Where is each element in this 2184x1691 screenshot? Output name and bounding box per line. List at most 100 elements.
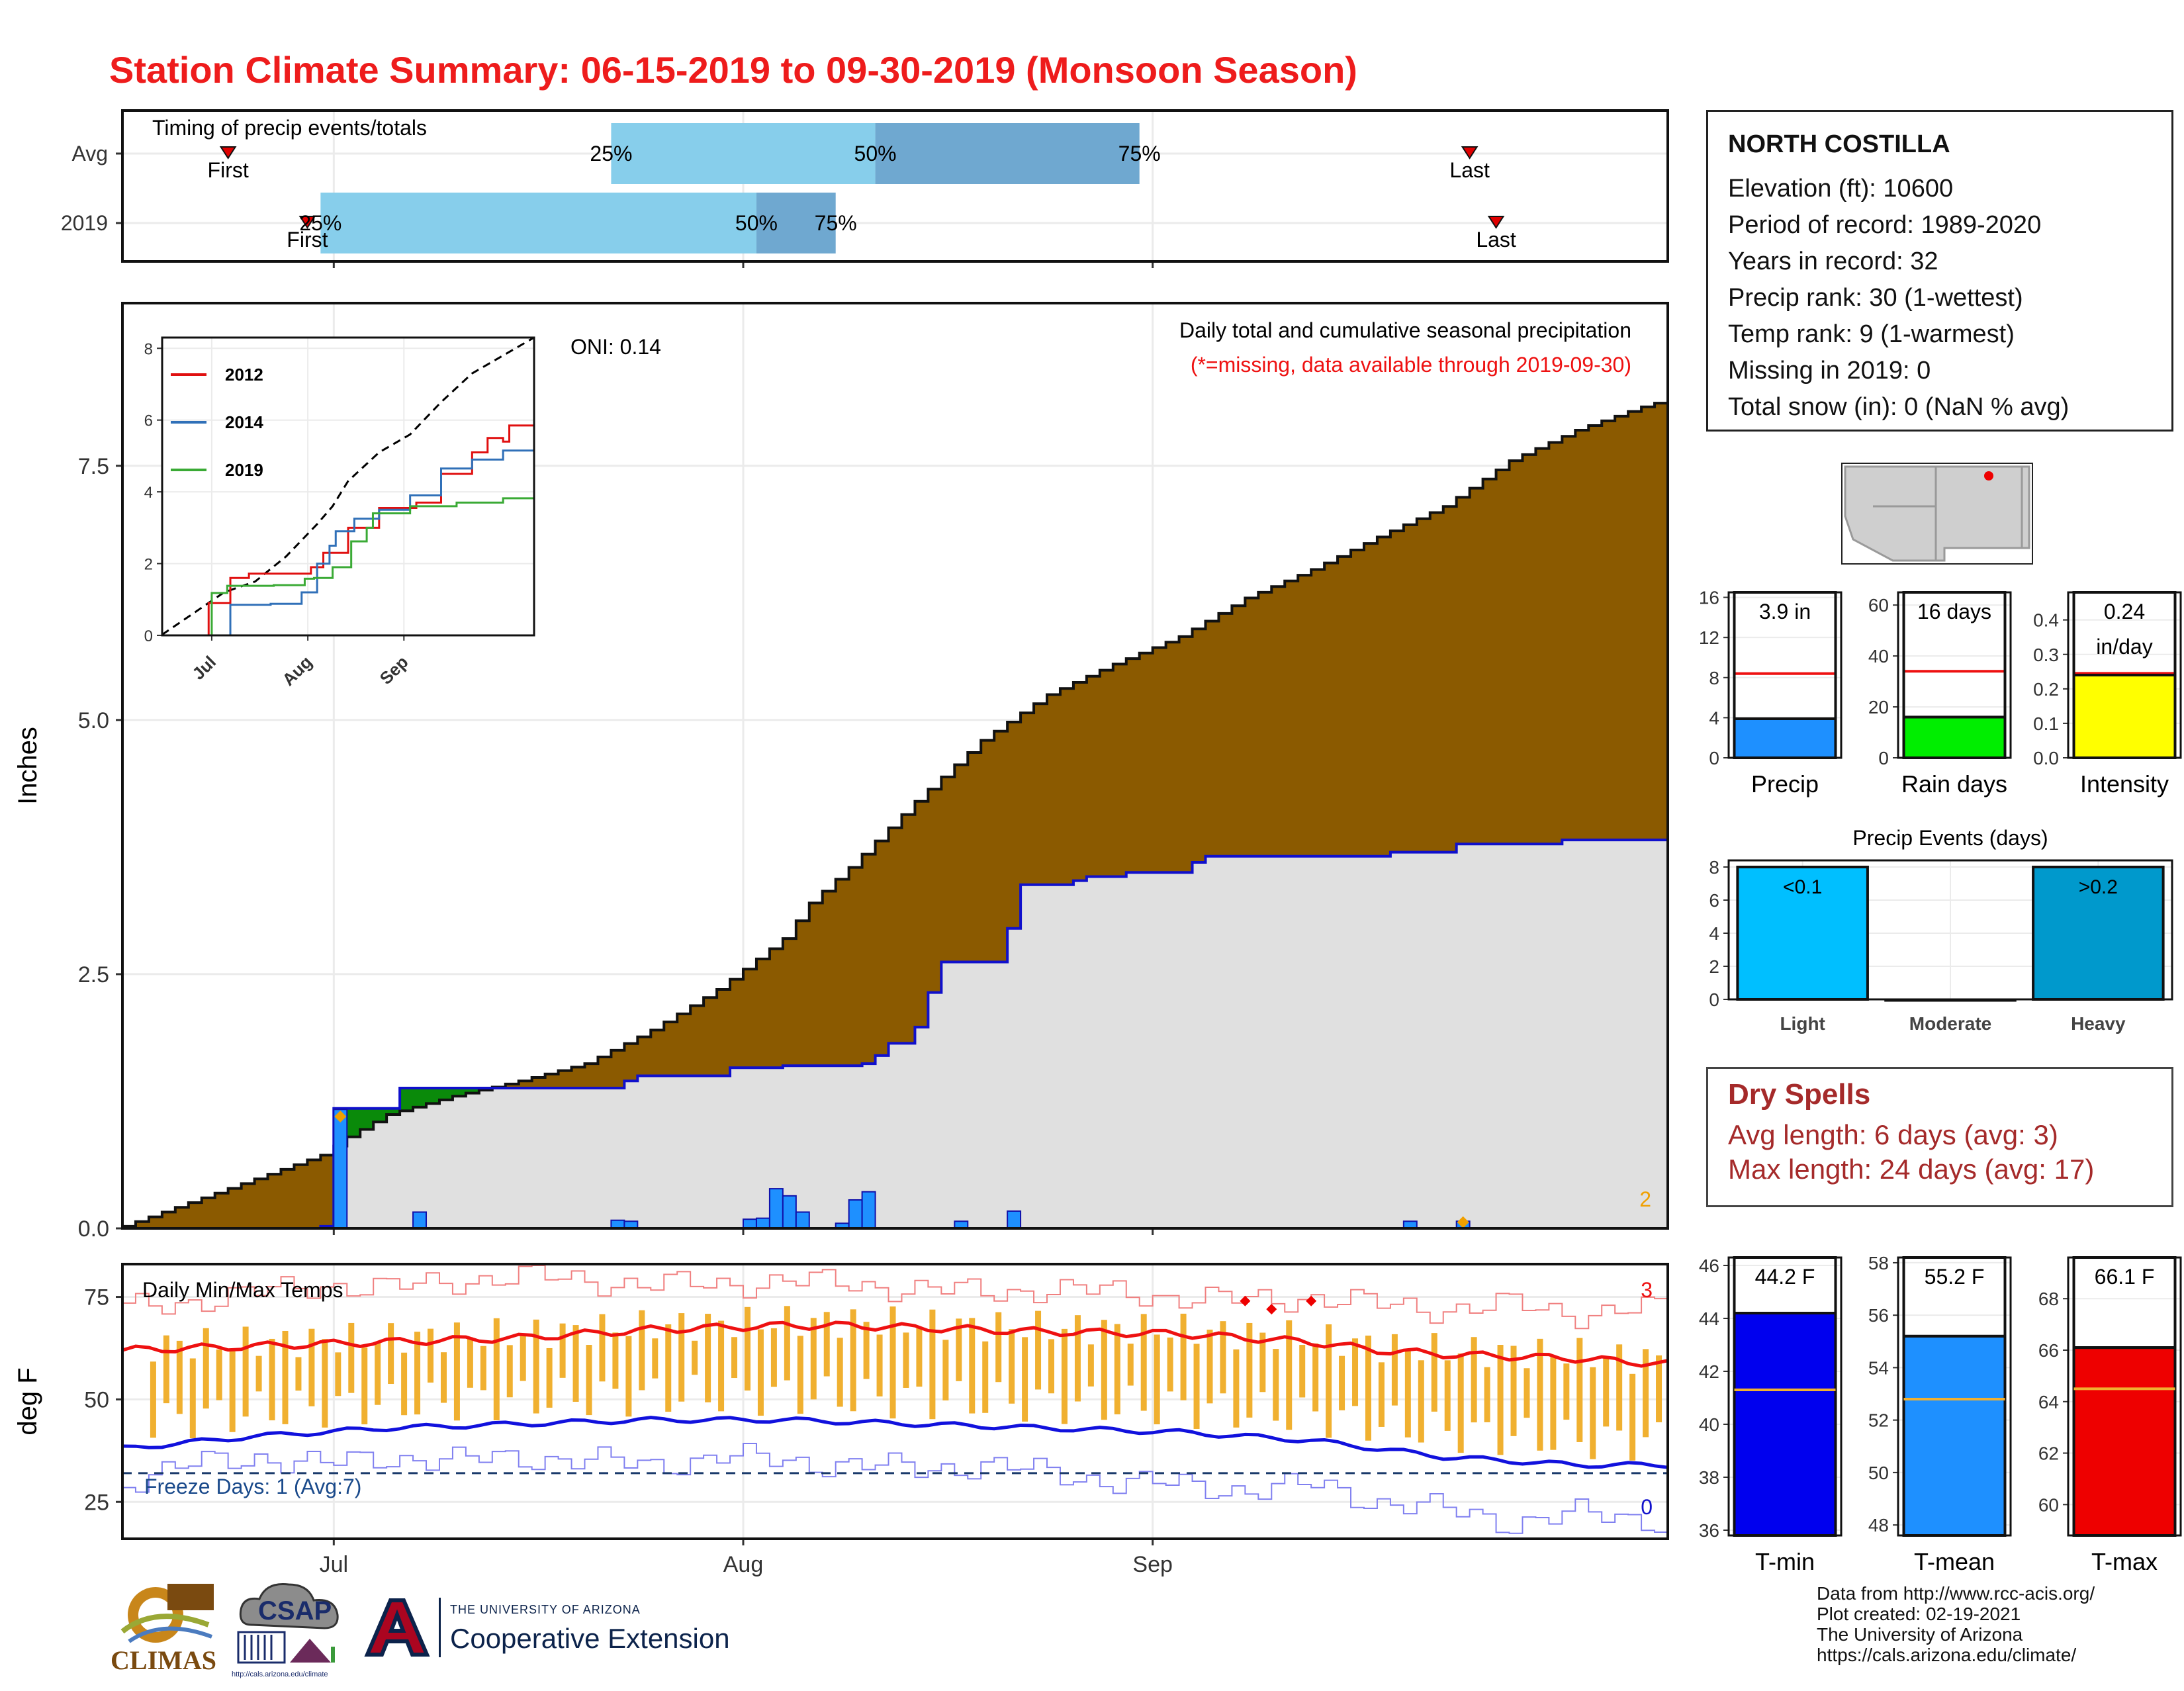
temp-tmean-ytick-label: 48 [1868, 1515, 1889, 1535]
daily-temp-range-bar [1206, 1329, 1213, 1404]
daily-temp-range-bar [203, 1328, 209, 1409]
daily-temp-range-bar [692, 1340, 698, 1375]
daily-precip-bar [333, 1109, 348, 1230]
timing-p25-label: 25% [590, 142, 632, 165]
daily-temp-range-bar [612, 1332, 619, 1389]
daily-temp-range-bar [295, 1357, 302, 1391]
credit-data-source: Data from http://www.rcc-acis.org/ [1817, 1583, 2095, 1604]
cumulative-2019-line [122, 831, 1669, 1230]
timing-panel: First Last 25% 50% 75% Avg First Last 25% 50% 75% 2… [61, 109, 1669, 268]
timing-row-label: 2019 [61, 211, 108, 235]
summary-precip-category-label: Precip [1751, 770, 1819, 798]
timing-first-marker [219, 146, 237, 160]
daily-temp-range-bar [1590, 1367, 1596, 1459]
summary-raindays-ytick-label: 60 [1868, 595, 1889, 616]
temp-tmax-value-label: 66.1 F [2095, 1265, 2155, 1289]
daily-temp-range-bar [229, 1349, 236, 1432]
daily-temp-range-bar [770, 1328, 777, 1387]
daily-temp-range-bar [493, 1318, 500, 1420]
temps-panel: Daily Min/Max Temps Freeze Days: 1 (Avg:7… [13, 1263, 1669, 1577]
station-info-box: NORTH COSTILLA Elevation (ft): 10600 Per… [1706, 110, 2173, 432]
temp-tmin-ytick-label: 44 [1699, 1308, 1719, 1329]
daily-temp-range-bar [428, 1328, 434, 1383]
daily-temp-range-bar [995, 1312, 1002, 1383]
events-category-label: Light [1780, 1013, 1825, 1034]
daily-temp-range-bar [1167, 1337, 1173, 1392]
precip-ytick-label: 0.0 [78, 1216, 109, 1242]
timing-first-label: First [208, 158, 249, 182]
daily-temp-range-bar [982, 1341, 989, 1413]
precip-ytick-label: 7.5 [78, 454, 109, 479]
temps-ytick-label: 50 [84, 1387, 109, 1412]
daily-temp-range-bar [1431, 1333, 1437, 1412]
daily-temp-range-bar [1378, 1362, 1385, 1427]
daily-temp-range-bar [242, 1326, 249, 1417]
daily-temp-range-bar [956, 1318, 962, 1381]
daily-temp-range-bar [1220, 1321, 1226, 1394]
daily-precip-bar [782, 1195, 797, 1230]
daily-temp-range-bar [308, 1328, 315, 1406]
daily-temp-range-bar [665, 1324, 672, 1412]
daily-temp-range-bar [903, 1332, 909, 1388]
timing-p50-label: 50% [735, 211, 778, 235]
daily-precip-bar [795, 1211, 810, 1230]
daily-temp-range-bar [1127, 1344, 1134, 1386]
inset-ytick-label: 6 [144, 412, 153, 430]
events-bar-light [1736, 866, 1869, 1001]
events-border [1727, 859, 2173, 1001]
daily-temp-range-bar [1550, 1357, 1557, 1450]
temp-tmean-ytick-label: 54 [1868, 1357, 1889, 1378]
daily-temp-range-bar [969, 1318, 976, 1414]
summary-precip-ytick-label: 16 [1699, 588, 1719, 608]
inset-ytick-label: 0 [144, 627, 153, 645]
daily-temp-range-bar [1074, 1315, 1081, 1402]
credit-plot-created: Plot created: 02-19-2021 [1817, 1604, 2021, 1624]
above-average-segment [413, 1087, 427, 1107]
inset-series-average [161, 336, 535, 636]
daily-temp-range-bar [1537, 1338, 1543, 1451]
ua-logo: THE UNIVERSITY OF ARIZONA Cooperative Ex… [361, 1595, 745, 1668]
summary-intensity-unit-label: in/day [2096, 635, 2152, 659]
daily-temp-range-bar [639, 1310, 645, 1391]
credits-block: Data from http://www.rcc-acis.org/ Plot … [1817, 1583, 2095, 1665]
temps-label: Daily Min/Max Temps [142, 1278, 343, 1302]
timing-p50-label: 50% [854, 142, 897, 165]
daily-temp-range-bar [929, 1309, 936, 1420]
daily-temp-range-bar [1114, 1324, 1120, 1414]
avg-tmin-line [122, 1416, 1668, 1469]
daily-temp-range-bar [797, 1336, 803, 1414]
daily-temp-range-bar [1259, 1332, 1266, 1393]
daily-temp-range-bar [731, 1337, 738, 1379]
timing-p75-label: 75% [815, 211, 857, 235]
daily-temp-range-bar [1444, 1360, 1451, 1431]
above-average-segment [347, 1108, 361, 1137]
summary-intensity-chart: 0.0 0.1 0.2 0.3 0.4 0.24 in/day Intensity [2033, 591, 2182, 798]
daily-temp-range-bar [559, 1323, 566, 1378]
timing-bar-25-50 [611, 123, 876, 184]
summary-precip-chart: 0 4 8 12 16 3.9 in Precip [1699, 588, 1843, 798]
timing-p75-label: 75% [1118, 142, 1161, 165]
timing-subtitle: Timing of precip events/totals [152, 116, 427, 140]
locator-map-states [1844, 465, 2030, 562]
above-average-segment [400, 1087, 414, 1111]
daily-temp-range-bar [718, 1320, 725, 1412]
events-category-label: Heavy [2071, 1013, 2126, 1034]
daily-temp-range-bar [388, 1323, 394, 1385]
daily-temp-range-bar [837, 1338, 843, 1407]
summary-precip-ytick-label: 4 [1709, 708, 1719, 728]
daily-temp-range-bar [1629, 1373, 1636, 1461]
daily-temp-range-bar [269, 1338, 275, 1421]
daily-temp-range-bar [863, 1322, 870, 1379]
precip-annotation-missing: (*=missing, data available through 2019-… [1191, 353, 1631, 377]
daily-temp-range-bar [1656, 1355, 1662, 1422]
precip-corner-count: 2 [1639, 1187, 1651, 1211]
events-bar-heavy [2032, 866, 2165, 1001]
climas-logo-mark [120, 1584, 214, 1643]
above-average-segment [426, 1087, 440, 1104]
above-average-segment [373, 1108, 387, 1122]
timing-last-label: Last [1449, 158, 1490, 182]
summary-precip-border [1727, 591, 1843, 759]
daily-temp-range-bar [375, 1343, 381, 1405]
precip-annotation-title: Daily total and cumulative seasonal prec… [1179, 318, 1631, 342]
